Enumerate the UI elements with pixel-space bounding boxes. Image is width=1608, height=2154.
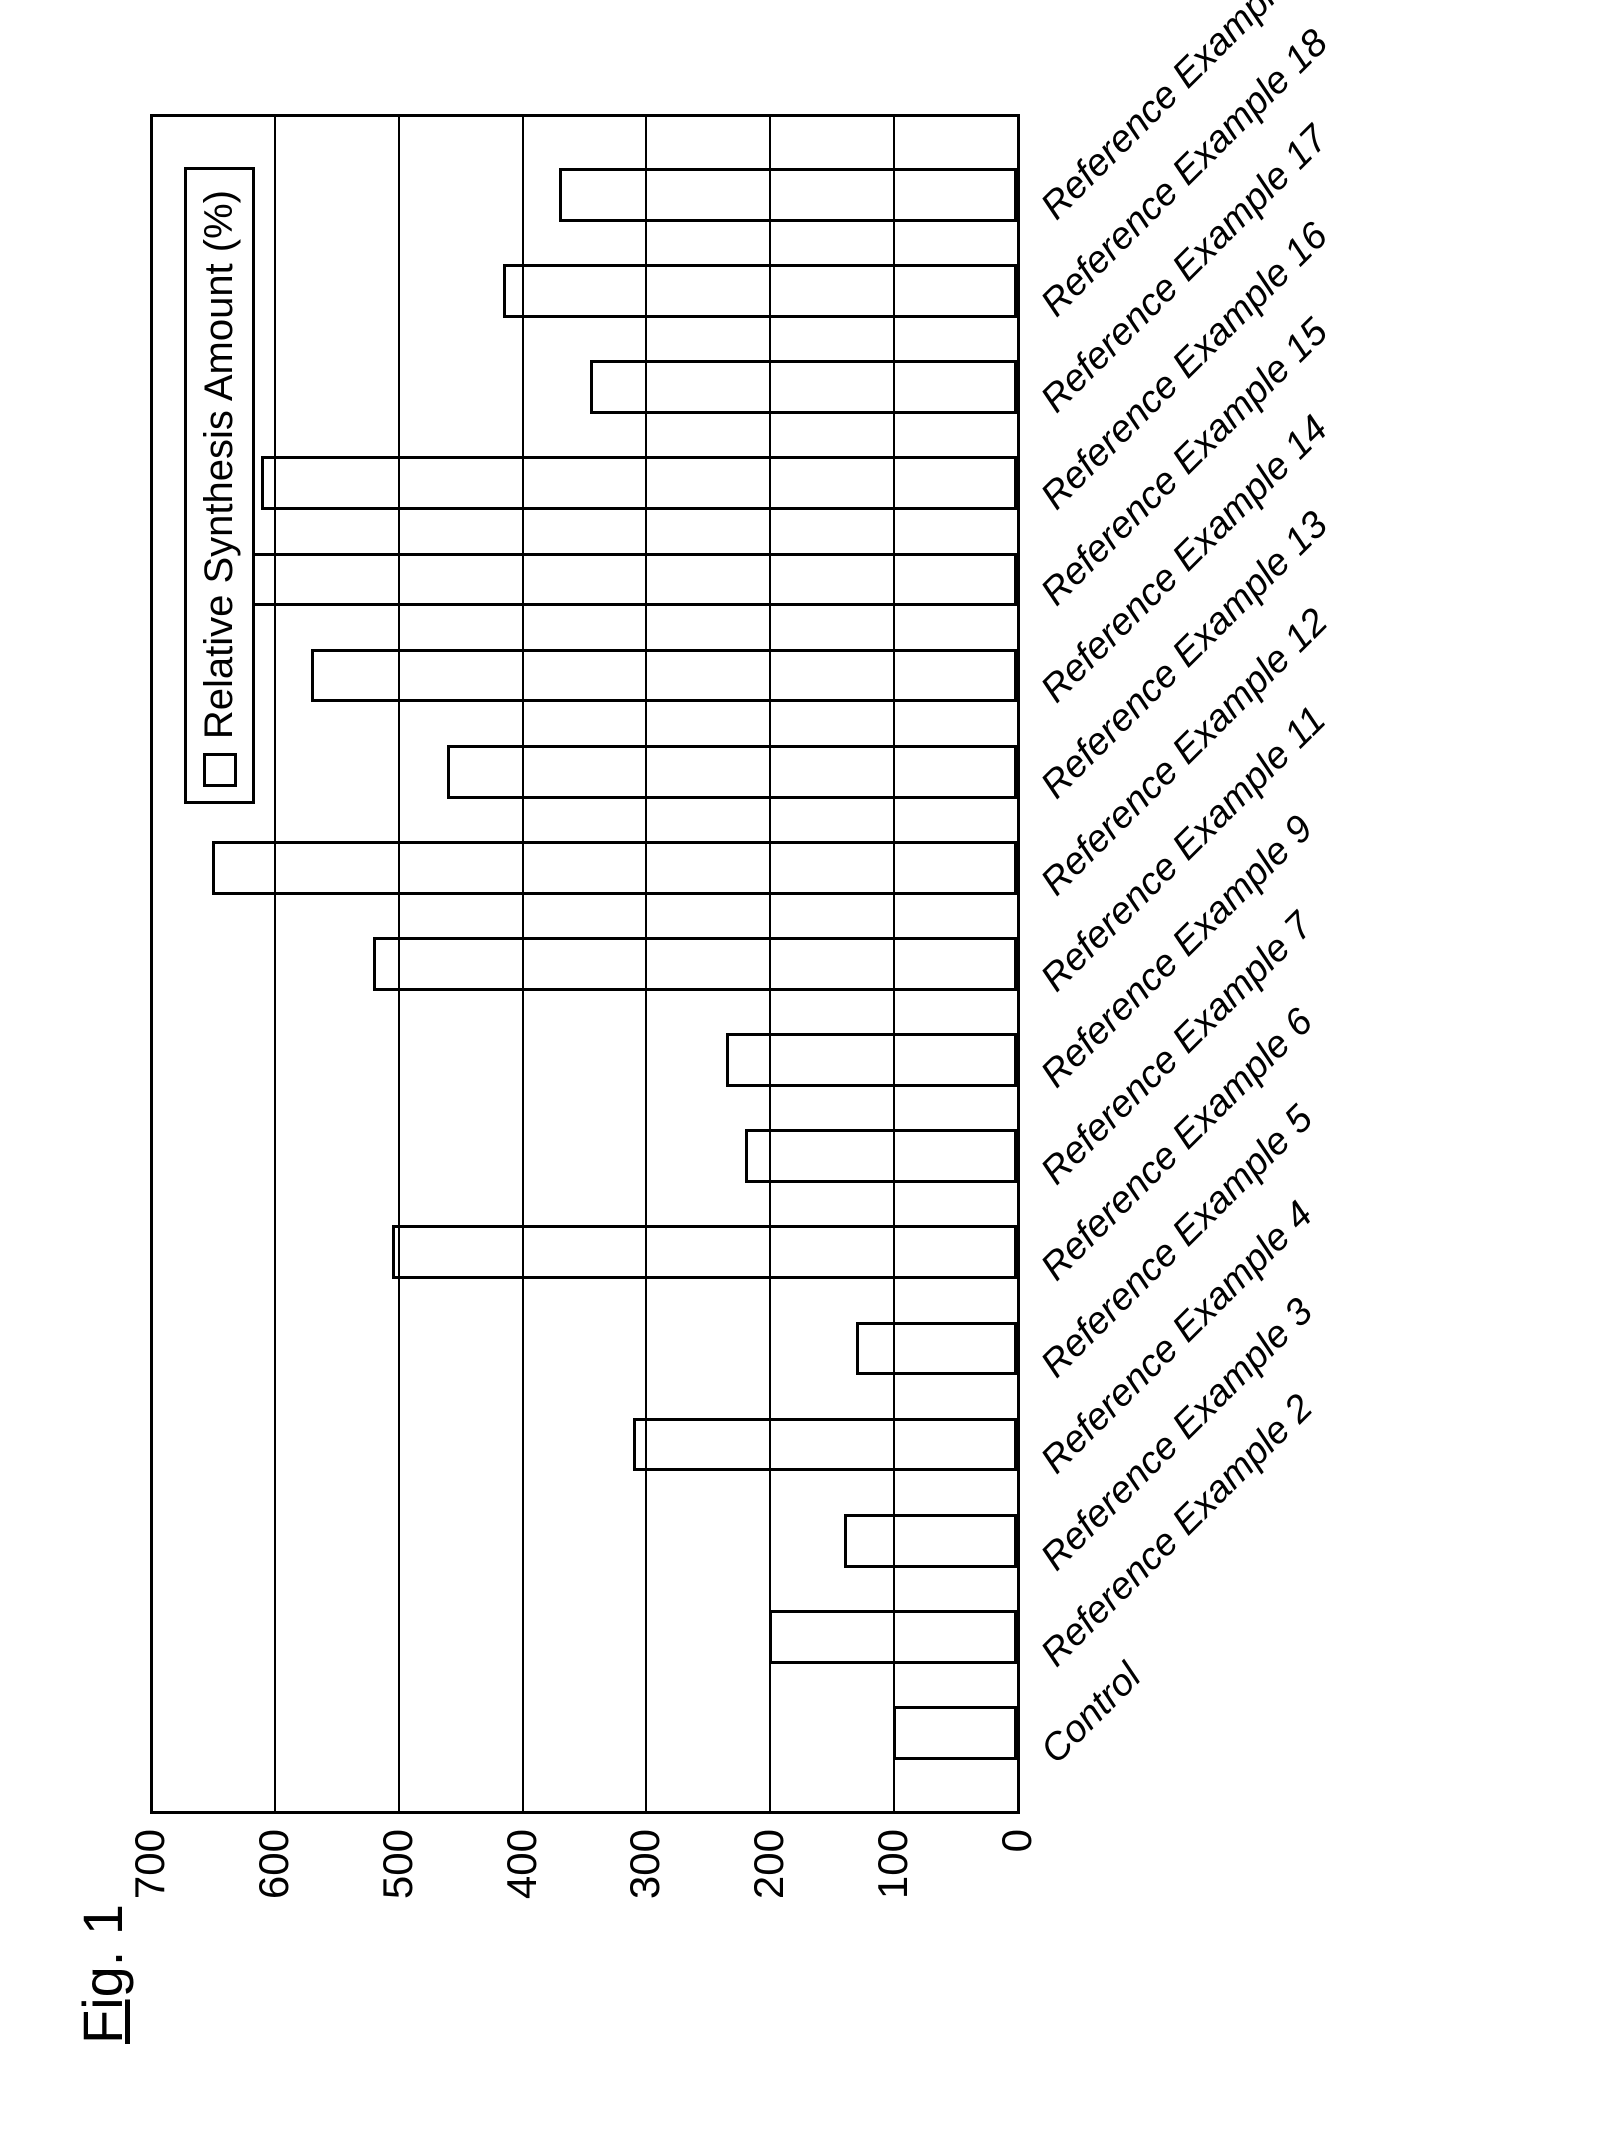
bar-slot (150, 339, 1017, 435)
x-tick-label: Control (1033, 1655, 1150, 1772)
bar (745, 1129, 1017, 1183)
y-tick-label: 200 (745, 1829, 793, 1949)
bar-slot (150, 1012, 1017, 1108)
bar-slot (150, 1108, 1017, 1204)
gridline (893, 117, 895, 1811)
bar (559, 168, 1017, 222)
bar-slot (150, 147, 1017, 243)
gridline (150, 117, 153, 1811)
bar (590, 360, 1017, 414)
bar (311, 649, 1017, 703)
gridline (645, 117, 647, 1811)
bar (447, 745, 1017, 799)
figure-number: . 1 (71, 1904, 134, 1966)
bar (231, 553, 1017, 607)
bar-slot (150, 1589, 1017, 1685)
bar (844, 1514, 1017, 1568)
y-tick-label: 100 (869, 1829, 917, 1949)
bar (212, 841, 1017, 895)
y-tick-label: 700 (126, 1829, 174, 1949)
legend-text: Relative Synthesis Amount (%) (197, 190, 242, 739)
x-axis-labels: ControlReference Example 2Reference Exam… (1025, 114, 1525, 1814)
page-rotated: Fig. 1 Relative Synthesis Amount (%) 010… (0, 546, 1608, 2154)
bar-slot (150, 435, 1017, 531)
gridline (522, 117, 524, 1811)
y-tick-label: 300 (621, 1829, 669, 1949)
bars-group (150, 117, 1017, 1811)
gridline (398, 117, 400, 1811)
bar-slot (150, 724, 1017, 820)
gridline (274, 117, 276, 1811)
bar (893, 1706, 1017, 1760)
bar-slot (150, 820, 1017, 916)
y-tick-label: 600 (250, 1829, 298, 1949)
y-tick-label: 0 (993, 1829, 1041, 1949)
bar (856, 1322, 1017, 1376)
bar-slot (150, 1493, 1017, 1589)
bar (633, 1418, 1017, 1472)
bar (392, 1225, 1017, 1279)
plot-area: Relative Synthesis Amount (%) 0100200300… (150, 114, 1020, 1814)
bar-slot (150, 1204, 1017, 1300)
y-tick-label: 500 (374, 1829, 422, 1949)
bar (261, 456, 1017, 510)
bar-slot (150, 916, 1017, 1012)
bar (373, 937, 1017, 991)
bar-slot (150, 243, 1017, 339)
bar-slot (150, 1300, 1017, 1396)
legend-box: Relative Synthesis Amount (%) (184, 167, 255, 804)
bar (503, 264, 1017, 318)
legend-swatch (203, 753, 237, 787)
bar-slot (150, 1685, 1017, 1781)
bar-slot (150, 1397, 1017, 1493)
bar-slot (150, 531, 1017, 627)
gridline (769, 117, 771, 1811)
figure-prefix: Fig (71, 1966, 134, 2044)
page-inner: Fig. 1 Relative Synthesis Amount (%) 010… (0, 0, 1608, 2154)
chart-container: Relative Synthesis Amount (%) 0100200300… (130, 64, 1530, 1934)
y-tick-label: 400 (498, 1829, 546, 1949)
bar-slot (150, 628, 1017, 724)
